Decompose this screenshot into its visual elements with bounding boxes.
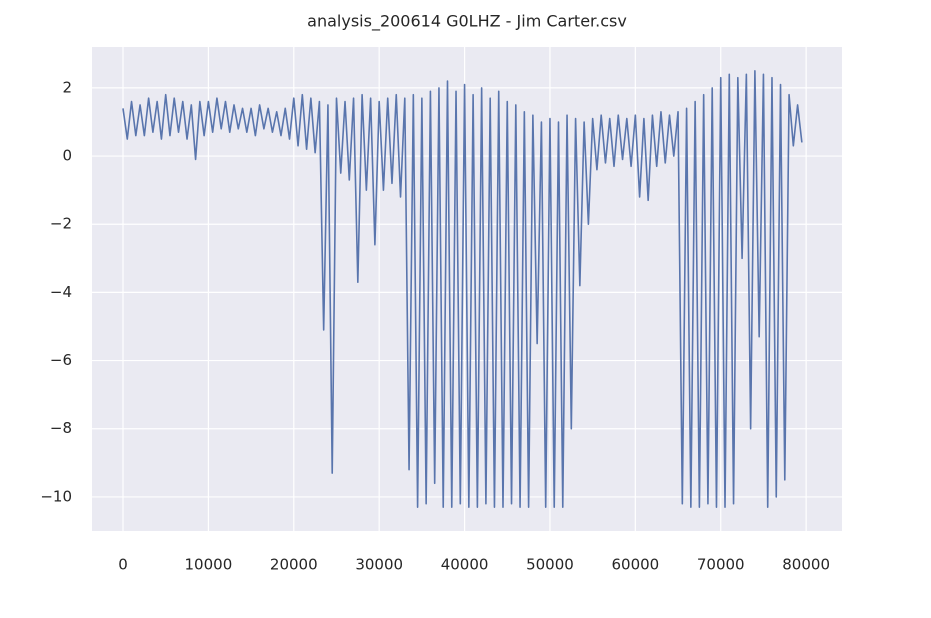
y-tick-label: −6 [50, 351, 72, 369]
x-tick-label: 40000 [441, 556, 489, 574]
y-tick-label: −2 [50, 215, 72, 233]
x-tick-label: 60000 [611, 556, 659, 574]
y-tick-label: 2 [62, 78, 72, 96]
x-tick-label: 50000 [526, 556, 574, 574]
chart-title: analysis_200614 G0LHZ - Jim Carter.csv [307, 12, 627, 32]
y-tick-label: −8 [50, 419, 72, 437]
x-tick-label: 20000 [270, 556, 318, 574]
data-line [122, 70, 803, 508]
y-tick-label: −10 [40, 487, 72, 505]
x-tick-label: 30000 [355, 556, 403, 574]
x-tick-label: 10000 [185, 556, 233, 574]
x-tick-label: 0 [118, 556, 128, 574]
y-tick-label: −4 [50, 283, 72, 301]
x-tick-label: 70000 [697, 556, 745, 574]
y-tick-label: 0 [62, 147, 72, 165]
x-tick-label: 80000 [782, 556, 830, 574]
